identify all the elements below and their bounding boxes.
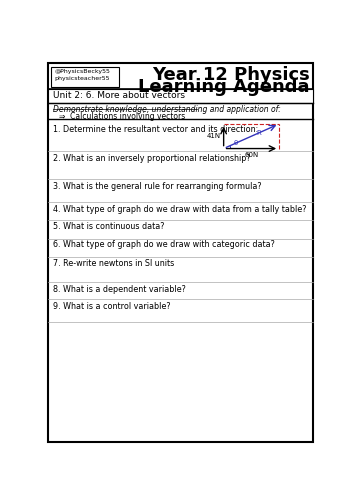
- Text: 3. What is the general rule for rearranging formula?: 3. What is the general rule for rearrang…: [53, 182, 261, 190]
- Text: 9. What is a control variable?: 9. What is a control variable?: [53, 302, 170, 311]
- Text: θ: θ: [234, 140, 238, 146]
- Text: R: R: [256, 130, 261, 136]
- Text: physicsteacher55: physicsteacher55: [54, 76, 110, 81]
- Text: @PhysicsBecky55: @PhysicsBecky55: [54, 69, 110, 74]
- Text: Demonstrate knowledge, understanding and application of:: Demonstrate knowledge, understanding and…: [53, 106, 281, 114]
- Text: Unit 2: 6. More about vectors: Unit 2: 6. More about vectors: [53, 91, 185, 100]
- Text: 7. Re-write newtons in SI units: 7. Re-write newtons in SI units: [53, 258, 174, 268]
- Text: 1. Determine the resultant vector and its direction:: 1. Determine the resultant vector and it…: [53, 124, 258, 134]
- Text: 60N: 60N: [244, 152, 258, 158]
- Text: Learning Agenda: Learning Agenda: [138, 78, 310, 96]
- Text: 4. What type of graph do we draw with data from a tally table?: 4. What type of graph do we draw with da…: [53, 205, 306, 214]
- Bar: [51, 67, 119, 87]
- Text: 5. What is continuous data?: 5. What is continuous data?: [53, 222, 164, 230]
- Text: Year 12 Physics: Year 12 Physics: [152, 66, 310, 84]
- Text: 41N: 41N: [207, 133, 221, 139]
- Bar: [48, 90, 313, 103]
- Text: 8. What is a dependent variable?: 8. What is a dependent variable?: [53, 285, 186, 294]
- Text: 6. What type of graph do we draw with categoric data?: 6. What type of graph do we draw with ca…: [53, 240, 275, 249]
- Text: 2. What is an inversely proportional relationship?: 2. What is an inversely proportional rel…: [53, 154, 250, 163]
- Text: ⇒  Calculations involving vectors: ⇒ Calculations involving vectors: [59, 112, 185, 120]
